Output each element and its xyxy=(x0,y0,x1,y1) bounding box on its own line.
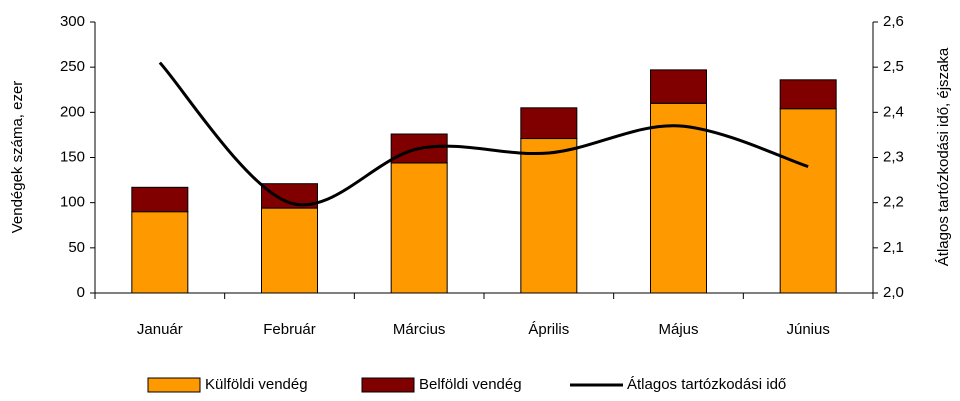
x-tick-label: Február xyxy=(263,321,316,338)
legend-swatch xyxy=(361,377,415,393)
x-tick-label: Január xyxy=(137,321,183,338)
legend-label: Külföldi vendég xyxy=(205,376,308,393)
x-tick-label: Március xyxy=(393,321,446,338)
y-tick-label: 300 xyxy=(60,13,85,30)
bar xyxy=(520,107,578,140)
legend-label: Átlagos tartózkodási idő xyxy=(627,376,786,393)
y-axis-title: Vendégek száma, ezer xyxy=(9,81,26,234)
bar xyxy=(779,108,837,294)
y2-tick-label: 2,0 xyxy=(883,284,904,301)
bar xyxy=(131,211,189,294)
line xyxy=(158,61,809,207)
y-tick-label: 0 xyxy=(77,284,85,301)
bar xyxy=(131,186,189,213)
y-tick-label: 250 xyxy=(60,58,85,75)
bar xyxy=(650,102,707,294)
y-tick-label: 200 xyxy=(60,103,85,120)
y2-tick-label: 2,4 xyxy=(883,103,904,120)
bar xyxy=(390,162,448,294)
bar xyxy=(261,207,318,294)
y2-tick-label: 2,5 xyxy=(883,58,904,75)
y-tick-label: 50 xyxy=(68,239,85,256)
y2-tick-label: 2,1 xyxy=(883,239,904,256)
bar xyxy=(520,138,578,294)
bar xyxy=(650,69,707,104)
y-tick-label: 150 xyxy=(60,148,85,165)
legend-swatch xyxy=(147,377,201,393)
y2-tick-label: 2,2 xyxy=(883,194,904,211)
y2-tick-label: 2,3 xyxy=(883,148,904,165)
y2-tick-label: 2,6 xyxy=(883,13,904,30)
legend-label: Belföldi vendég xyxy=(419,376,522,393)
x-tick-label: Május xyxy=(658,321,698,338)
x-tick-label: Június xyxy=(786,321,829,338)
x-tick-label: Április xyxy=(528,321,569,338)
bar xyxy=(779,79,837,110)
y-tick-label: 100 xyxy=(60,194,85,211)
y2-axis-title: Átlagos tartózkodási idő, éjszaka xyxy=(935,47,952,266)
